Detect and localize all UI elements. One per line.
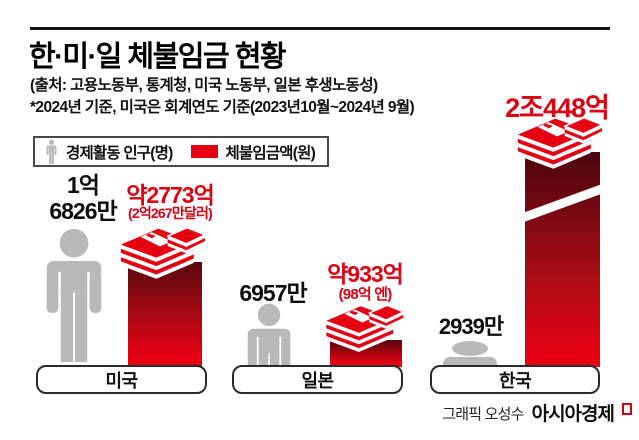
axis-break-mark: [525, 182, 600, 223]
legend: 경제활동 인구(명) 체불임금액(원): [33, 136, 329, 167]
country-label-korea: 한국: [430, 365, 600, 394]
japan-amount-label: 약933억: [327, 261, 404, 287]
source-note: (출처: 고용노동부, 통계청, 미국 노동부, 일본 후생노동성): [30, 77, 378, 94]
country-name: 한국: [498, 370, 532, 391]
wage-swatch-icon: [191, 145, 219, 158]
page-title: 한·미·일 체불임금 현황: [29, 41, 287, 73]
basis-note: *2024년 기준, 미국은 회계연도 기준(2023년10월~2024년 9월…: [30, 99, 415, 116]
country-name: 일본: [301, 370, 334, 391]
person-icon: [237, 303, 301, 365]
us-population-line1: 1억: [67, 172, 100, 198]
korea-population-label: 2939만: [438, 314, 504, 339]
korea-population-pictogram: [452, 341, 488, 356]
country-label-japan: 일본: [232, 365, 403, 394]
legend-population-label: 경제활동 인구(명): [66, 144, 173, 162]
korea-amount-label: 2조448억: [505, 93, 610, 123]
us-amount-label: 약2773억: [126, 182, 215, 208]
money-stack-icon: [321, 302, 407, 355]
money-stack-icon: [115, 224, 209, 282]
korea-population-pictogram-shoulders: [443, 357, 497, 367]
top-divider: [30, 27, 610, 30]
japan-amount-sublabel: (98억 엔): [338, 286, 393, 303]
graphic-credit: 그래픽 오성수: [442, 406, 524, 423]
legend-amount-label: 체불임금액(원): [225, 144, 315, 162]
publisher-brand: 아시아경제: [531, 404, 615, 425]
asiae-logo-mark-icon: [622, 403, 632, 415]
us-population-line2: 6826만: [49, 198, 117, 224]
japan-population-label: 6957만: [239, 280, 307, 306]
country-name: 미국: [105, 370, 138, 391]
us-population-pictogram: [33, 228, 115, 365]
credit-line: 그래픽 오성수 아시아경제: [442, 403, 632, 425]
country-label-us: 미국: [36, 365, 207, 394]
us-wage-bar: [128, 262, 202, 367]
japan-population-pictogram: [237, 303, 301, 365]
us-population-label: 1억 6826만: [34, 172, 132, 224]
us-amount-sublabel: (2억267만달러): [128, 205, 213, 221]
person-icon: [44, 139, 59, 165]
korea-wage-bar: [525, 152, 600, 367]
